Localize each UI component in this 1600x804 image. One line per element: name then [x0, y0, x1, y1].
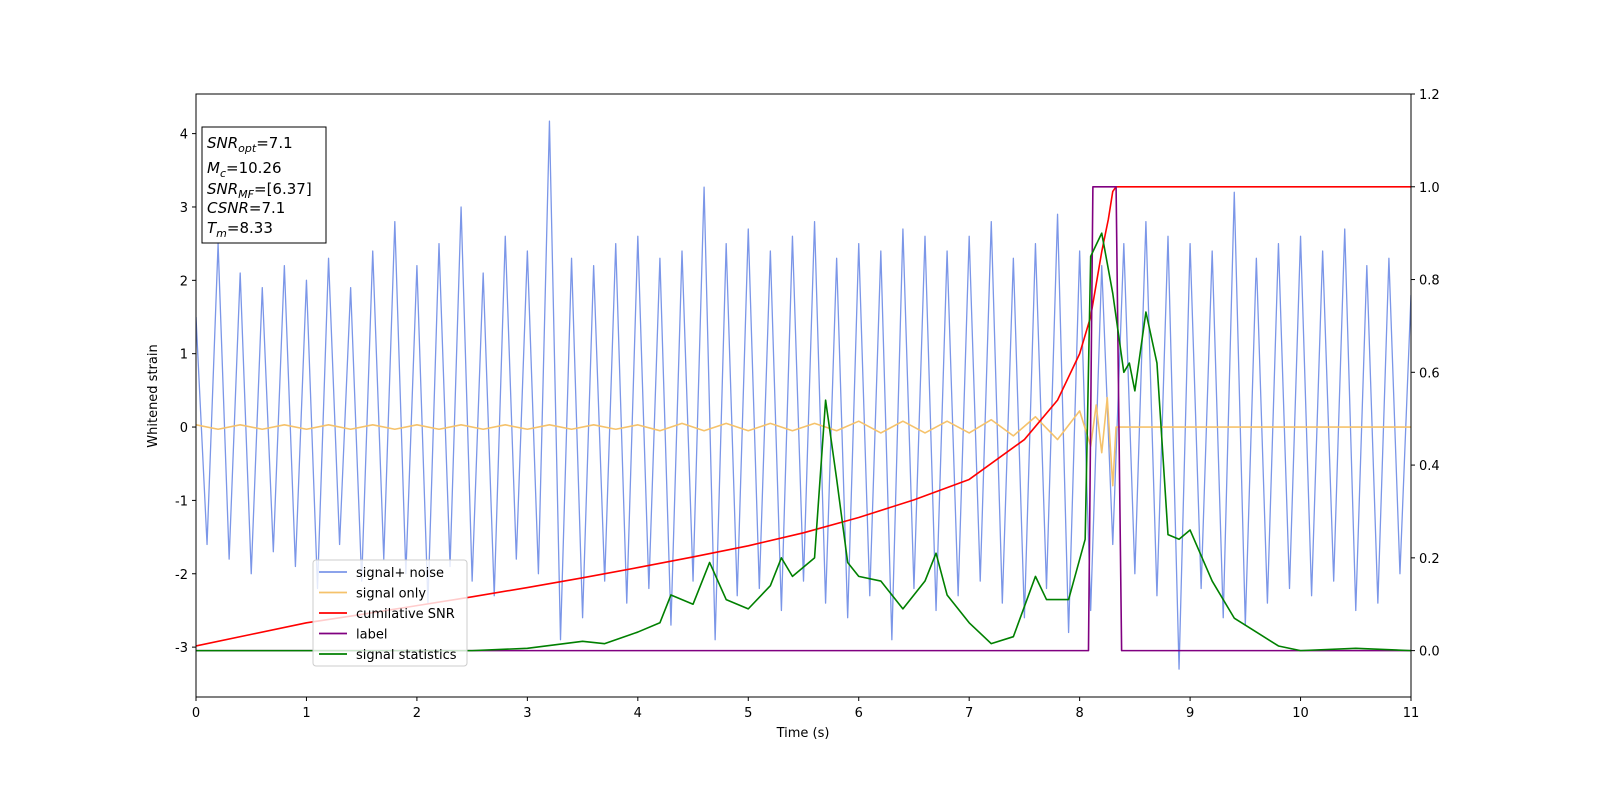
y-tick-label: 4	[180, 128, 188, 143]
annotation-symbol: CSNR	[207, 199, 249, 217]
series-line	[196, 185, 1411, 652]
x-tick-label: 8	[1075, 706, 1083, 721]
annotation-value: =8.33	[227, 219, 273, 237]
y2-tick-label: 0.8	[1419, 274, 1440, 289]
annotation: Tm=8.33	[207, 219, 273, 240]
annotation-value: =10.26	[226, 159, 282, 177]
x-tick-label: 5	[744, 706, 752, 721]
annotation: CSNR=7.1	[207, 199, 285, 217]
y-tick-label: -2	[175, 568, 188, 583]
x-tick-label: 9	[1186, 706, 1194, 721]
annotation: Mc=10.26	[207, 159, 282, 180]
x-tick-label: 2	[413, 706, 421, 721]
annotation-subscript: opt	[238, 142, 257, 155]
annotation-subscript: c	[220, 167, 226, 180]
legend-label: signal statistics	[356, 648, 457, 663]
x-tick-label: 6	[855, 706, 863, 721]
x-tick-label: 1	[302, 706, 310, 721]
annotation-symbol: T	[207, 219, 218, 237]
y-tick-label: -3	[175, 641, 188, 656]
annotation-symbol: SNR	[207, 180, 238, 198]
annotation: SNRMF=[6.37]	[207, 180, 312, 201]
annotation-subscript: m	[216, 227, 227, 240]
annotation-value: =7.1	[256, 134, 292, 152]
series-line	[196, 232, 1411, 652]
y-tick-label: 0	[180, 421, 188, 436]
y2-tick-label: 0.0	[1419, 645, 1440, 660]
x-tick-label: 10	[1292, 706, 1309, 721]
y-tick-label: -1	[175, 494, 188, 509]
x-axis-label: Time (s)	[776, 726, 830, 741]
y2-tick-label: 1.2	[1419, 88, 1440, 103]
legend-label: signal only	[356, 587, 426, 602]
axes-frame	[195, 93, 1412, 698]
series-line	[196, 120, 1411, 670]
annotation-value: =7.1	[249, 199, 285, 217]
y-axis-label: Whitened strain	[146, 344, 161, 447]
x-tick-label: 3	[523, 706, 531, 721]
y2-tick-label: 0.2	[1419, 552, 1440, 567]
x-tick-label: 7	[965, 706, 973, 721]
legend-label: signal+ noise	[356, 566, 444, 581]
x-tick-label: 0	[192, 706, 200, 721]
annotation-symbol: M	[207, 159, 220, 177]
legend-label: cumilative SNR	[356, 607, 455, 622]
annotation-symbol: SNR	[207, 134, 238, 152]
annotation: SNRopt=7.1	[207, 134, 293, 155]
legend-label: label	[356, 628, 387, 643]
legend-box	[312, 559, 468, 667]
annotation-value: =[6.37]	[254, 180, 312, 198]
x-tick-label: 11	[1403, 706, 1420, 721]
annotation-subscript: MF	[238, 188, 254, 201]
annotation-box	[201, 126, 327, 244]
series-line	[196, 396, 1411, 487]
y2-tick-label: 1.0	[1419, 181, 1440, 196]
y-tick-label: 3	[180, 201, 188, 216]
x-tick-label: 4	[634, 706, 642, 721]
y-tick-label: 2	[180, 274, 188, 289]
y2-tick-label: 0.6	[1419, 366, 1440, 381]
y2-tick-label: 0.4	[1419, 459, 1440, 474]
y-tick-label: 1	[180, 348, 188, 363]
